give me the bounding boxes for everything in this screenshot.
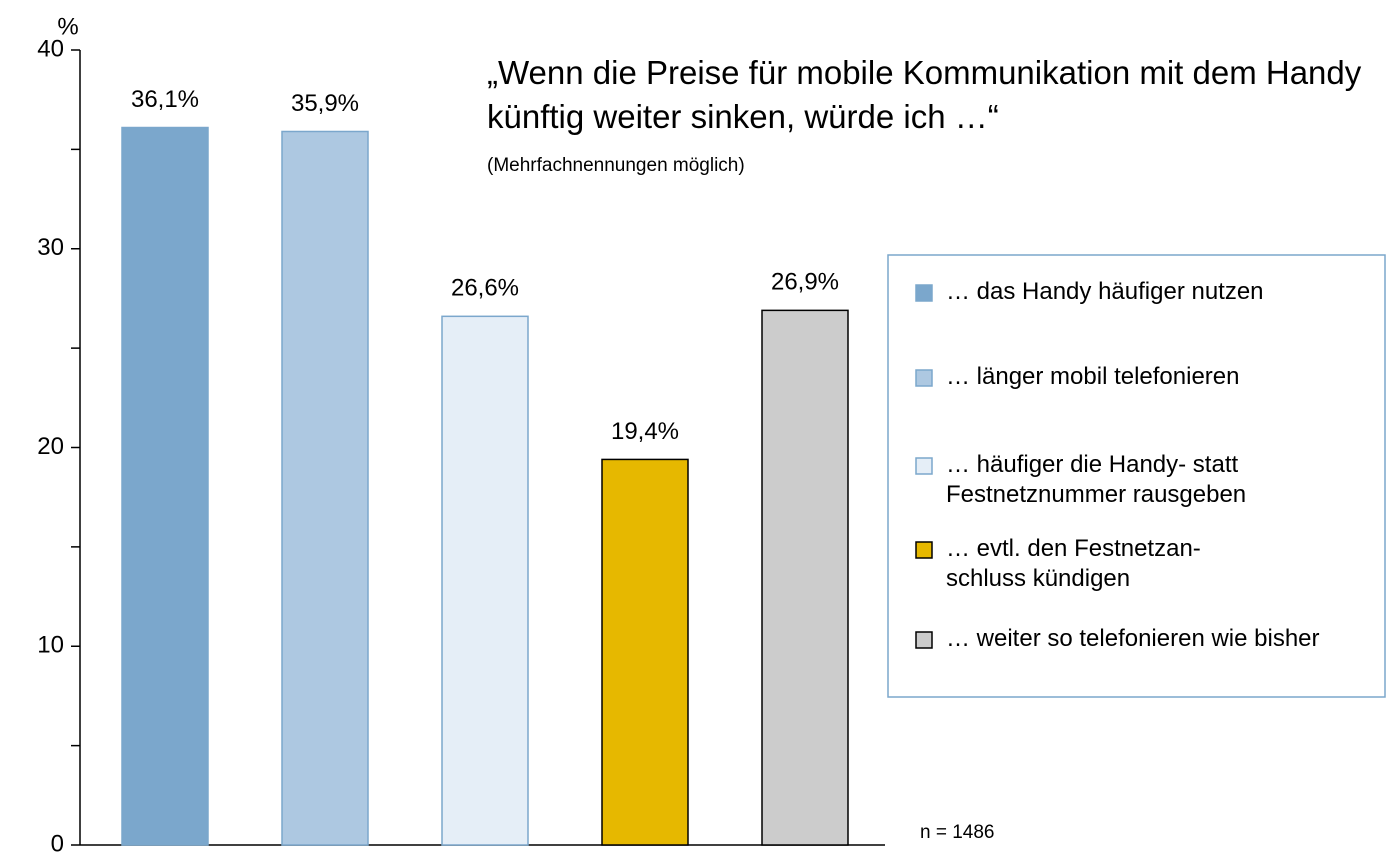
y-axis-label: % [57, 13, 78, 40]
legend-swatch [915, 284, 933, 302]
y-tick-label: 30 [37, 234, 64, 261]
legend-label: … häufiger die Handy- statt Festnetznumm… [946, 451, 1247, 508]
y-tick-label: 10 [37, 632, 64, 659]
value-label: 19,4% [611, 418, 679, 445]
legend-swatch [915, 369, 933, 387]
bar [761, 309, 849, 846]
bar [441, 315, 529, 846]
chart-title: „Wenn die Preise für mobile Kommunikatio… [487, 54, 1362, 135]
bar [121, 126, 209, 846]
legend-label: … evtl. den Festnetzan-schluss kündigen [946, 535, 1201, 592]
legend-swatch [915, 457, 933, 475]
value-label: 36,1% [131, 86, 199, 113]
y-tick-label: 40 [37, 35, 64, 62]
bar [281, 130, 369, 846]
legend-swatch [915, 631, 933, 649]
legend-label: … länger mobil telefonieren [946, 363, 1240, 390]
y-tick-label: 0 [51, 830, 64, 853]
annotation: n = 1486 [920, 822, 995, 843]
legend-swatch [915, 541, 933, 559]
value-label: 26,6% [451, 275, 519, 302]
chart-subtitle: (Mehrfachnennungen möglich) [487, 155, 745, 176]
legend-box [887, 254, 1386, 698]
value-label: 35,9% [291, 90, 359, 117]
y-tick-label: 20 [37, 433, 64, 460]
value-label: 26,9% [771, 269, 839, 296]
legend-label: … weiter so telefonieren wie bisher [946, 625, 1320, 652]
bar [601, 458, 689, 846]
legend-label: … das Handy häufiger nutzen [946, 278, 1264, 305]
